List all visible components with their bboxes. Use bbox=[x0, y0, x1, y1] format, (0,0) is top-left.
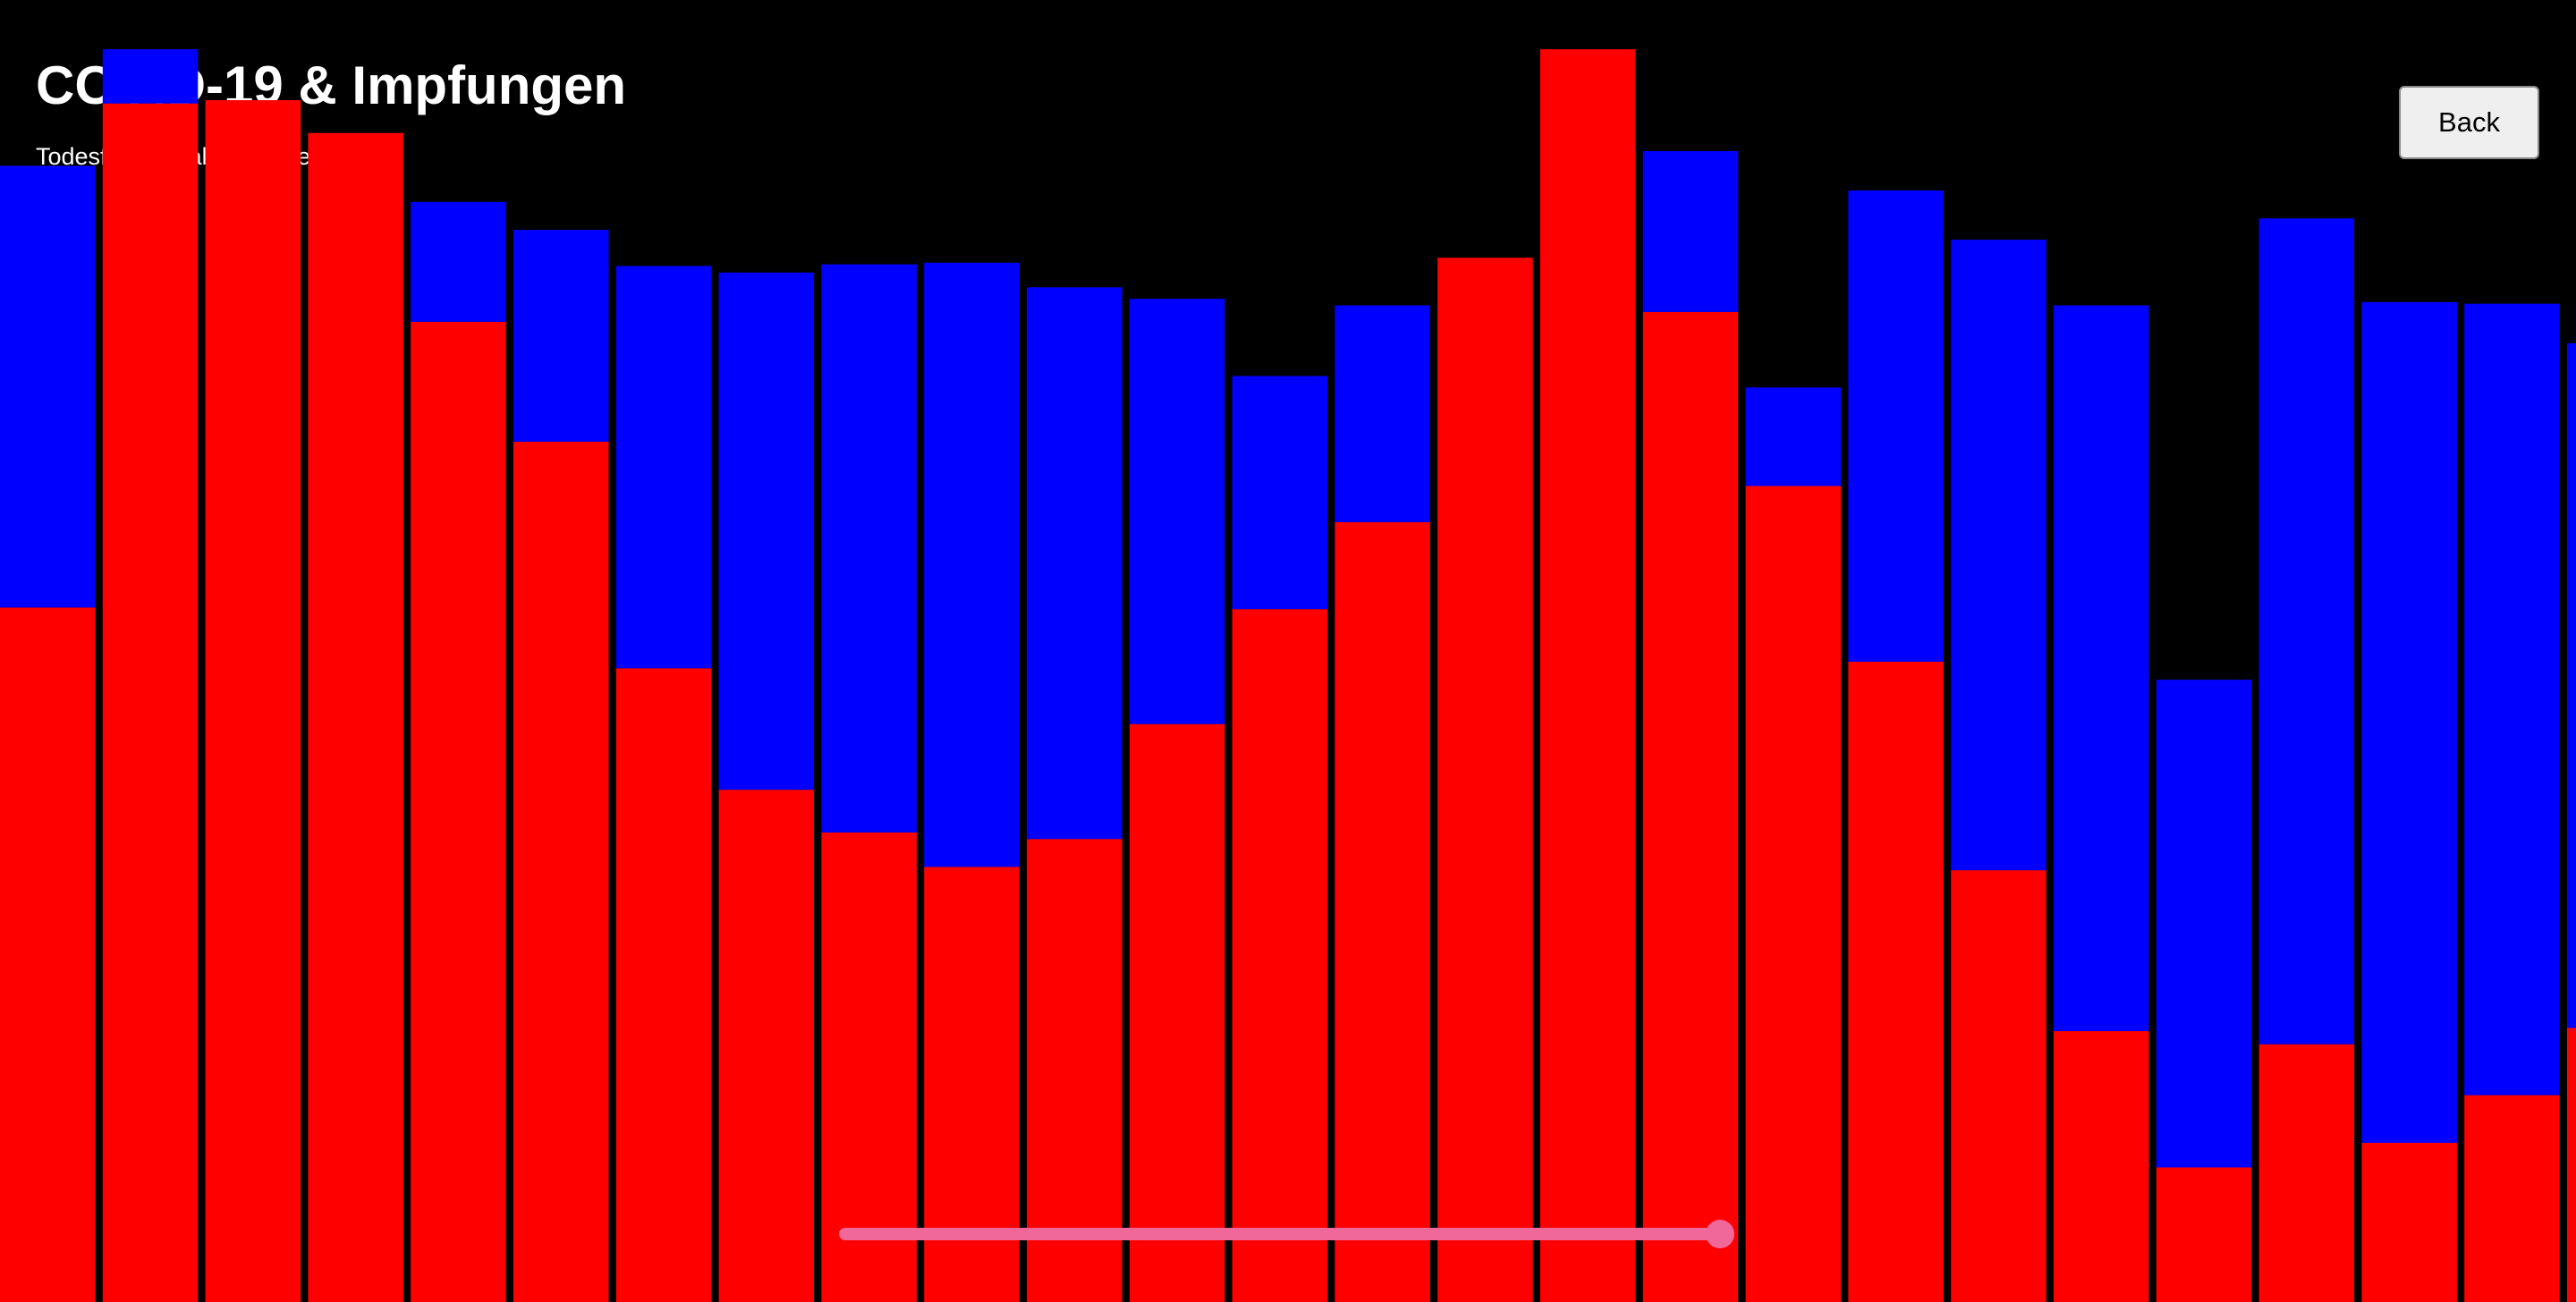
bar-segment bbox=[1129, 299, 1225, 724]
back-button[interactable]: Back bbox=[2399, 86, 2539, 159]
bar-segment bbox=[1027, 839, 1123, 1302]
bar-segment bbox=[411, 201, 506, 322]
bar-segment bbox=[1848, 661, 1944, 1302]
bar-segment bbox=[821, 832, 917, 1302]
bar-segment bbox=[308, 132, 403, 1302]
bar-segment bbox=[1129, 723, 1225, 1302]
bar-segment bbox=[0, 607, 96, 1302]
bar-segment bbox=[2156, 1167, 2252, 1302]
bar-segment bbox=[1951, 240, 2046, 871]
bar-segment bbox=[718, 272, 815, 790]
bar-segment bbox=[924, 262, 1020, 867]
bar-segment bbox=[1642, 150, 1739, 312]
bar-segment bbox=[1232, 609, 1328, 1302]
bar-segment bbox=[615, 668, 712, 1302]
bar-segment bbox=[2567, 342, 2576, 1028]
bar-segment bbox=[2258, 1044, 2355, 1302]
slider-thumb[interactable] bbox=[1706, 1220, 1734, 1248]
bar-segment bbox=[205, 100, 301, 1302]
bar-segment bbox=[513, 230, 609, 442]
bar-segment bbox=[2361, 1142, 2457, 1302]
bar-segment bbox=[615, 266, 712, 669]
bar-segment bbox=[102, 49, 199, 104]
bars bbox=[0, 49, 2576, 1302]
bar-segment bbox=[102, 103, 199, 1302]
bar-segment bbox=[513, 441, 609, 1302]
bar-segment bbox=[2464, 1095, 2560, 1302]
bar-segment bbox=[1848, 190, 1944, 662]
bar-segment bbox=[1540, 49, 1636, 1302]
bar-segment bbox=[1745, 387, 1842, 486]
bar-segment bbox=[2054, 305, 2149, 1032]
bar-segment bbox=[2464, 303, 2560, 1095]
bar-segment bbox=[1335, 521, 1430, 1302]
bar-segment bbox=[1951, 870, 2046, 1302]
bar-segment bbox=[1437, 258, 1533, 1302]
bar-segment bbox=[2054, 1031, 2149, 1302]
bar-segment bbox=[1642, 311, 1739, 1302]
bar-segment bbox=[1027, 287, 1123, 840]
bar-segment bbox=[1232, 376, 1328, 610]
bar-segment bbox=[718, 790, 815, 1302]
bar-segment bbox=[2567, 1027, 2576, 1302]
bar-segment bbox=[2361, 301, 2457, 1143]
bar-segment bbox=[821, 264, 917, 833]
bar-segment bbox=[2156, 680, 2252, 1168]
bar-segment bbox=[2258, 218, 2355, 1044]
bar-segment bbox=[1745, 486, 1842, 1302]
bar-segment bbox=[1335, 305, 1430, 522]
bar-segment bbox=[411, 321, 506, 1302]
bar-segment bbox=[0, 165, 96, 608]
